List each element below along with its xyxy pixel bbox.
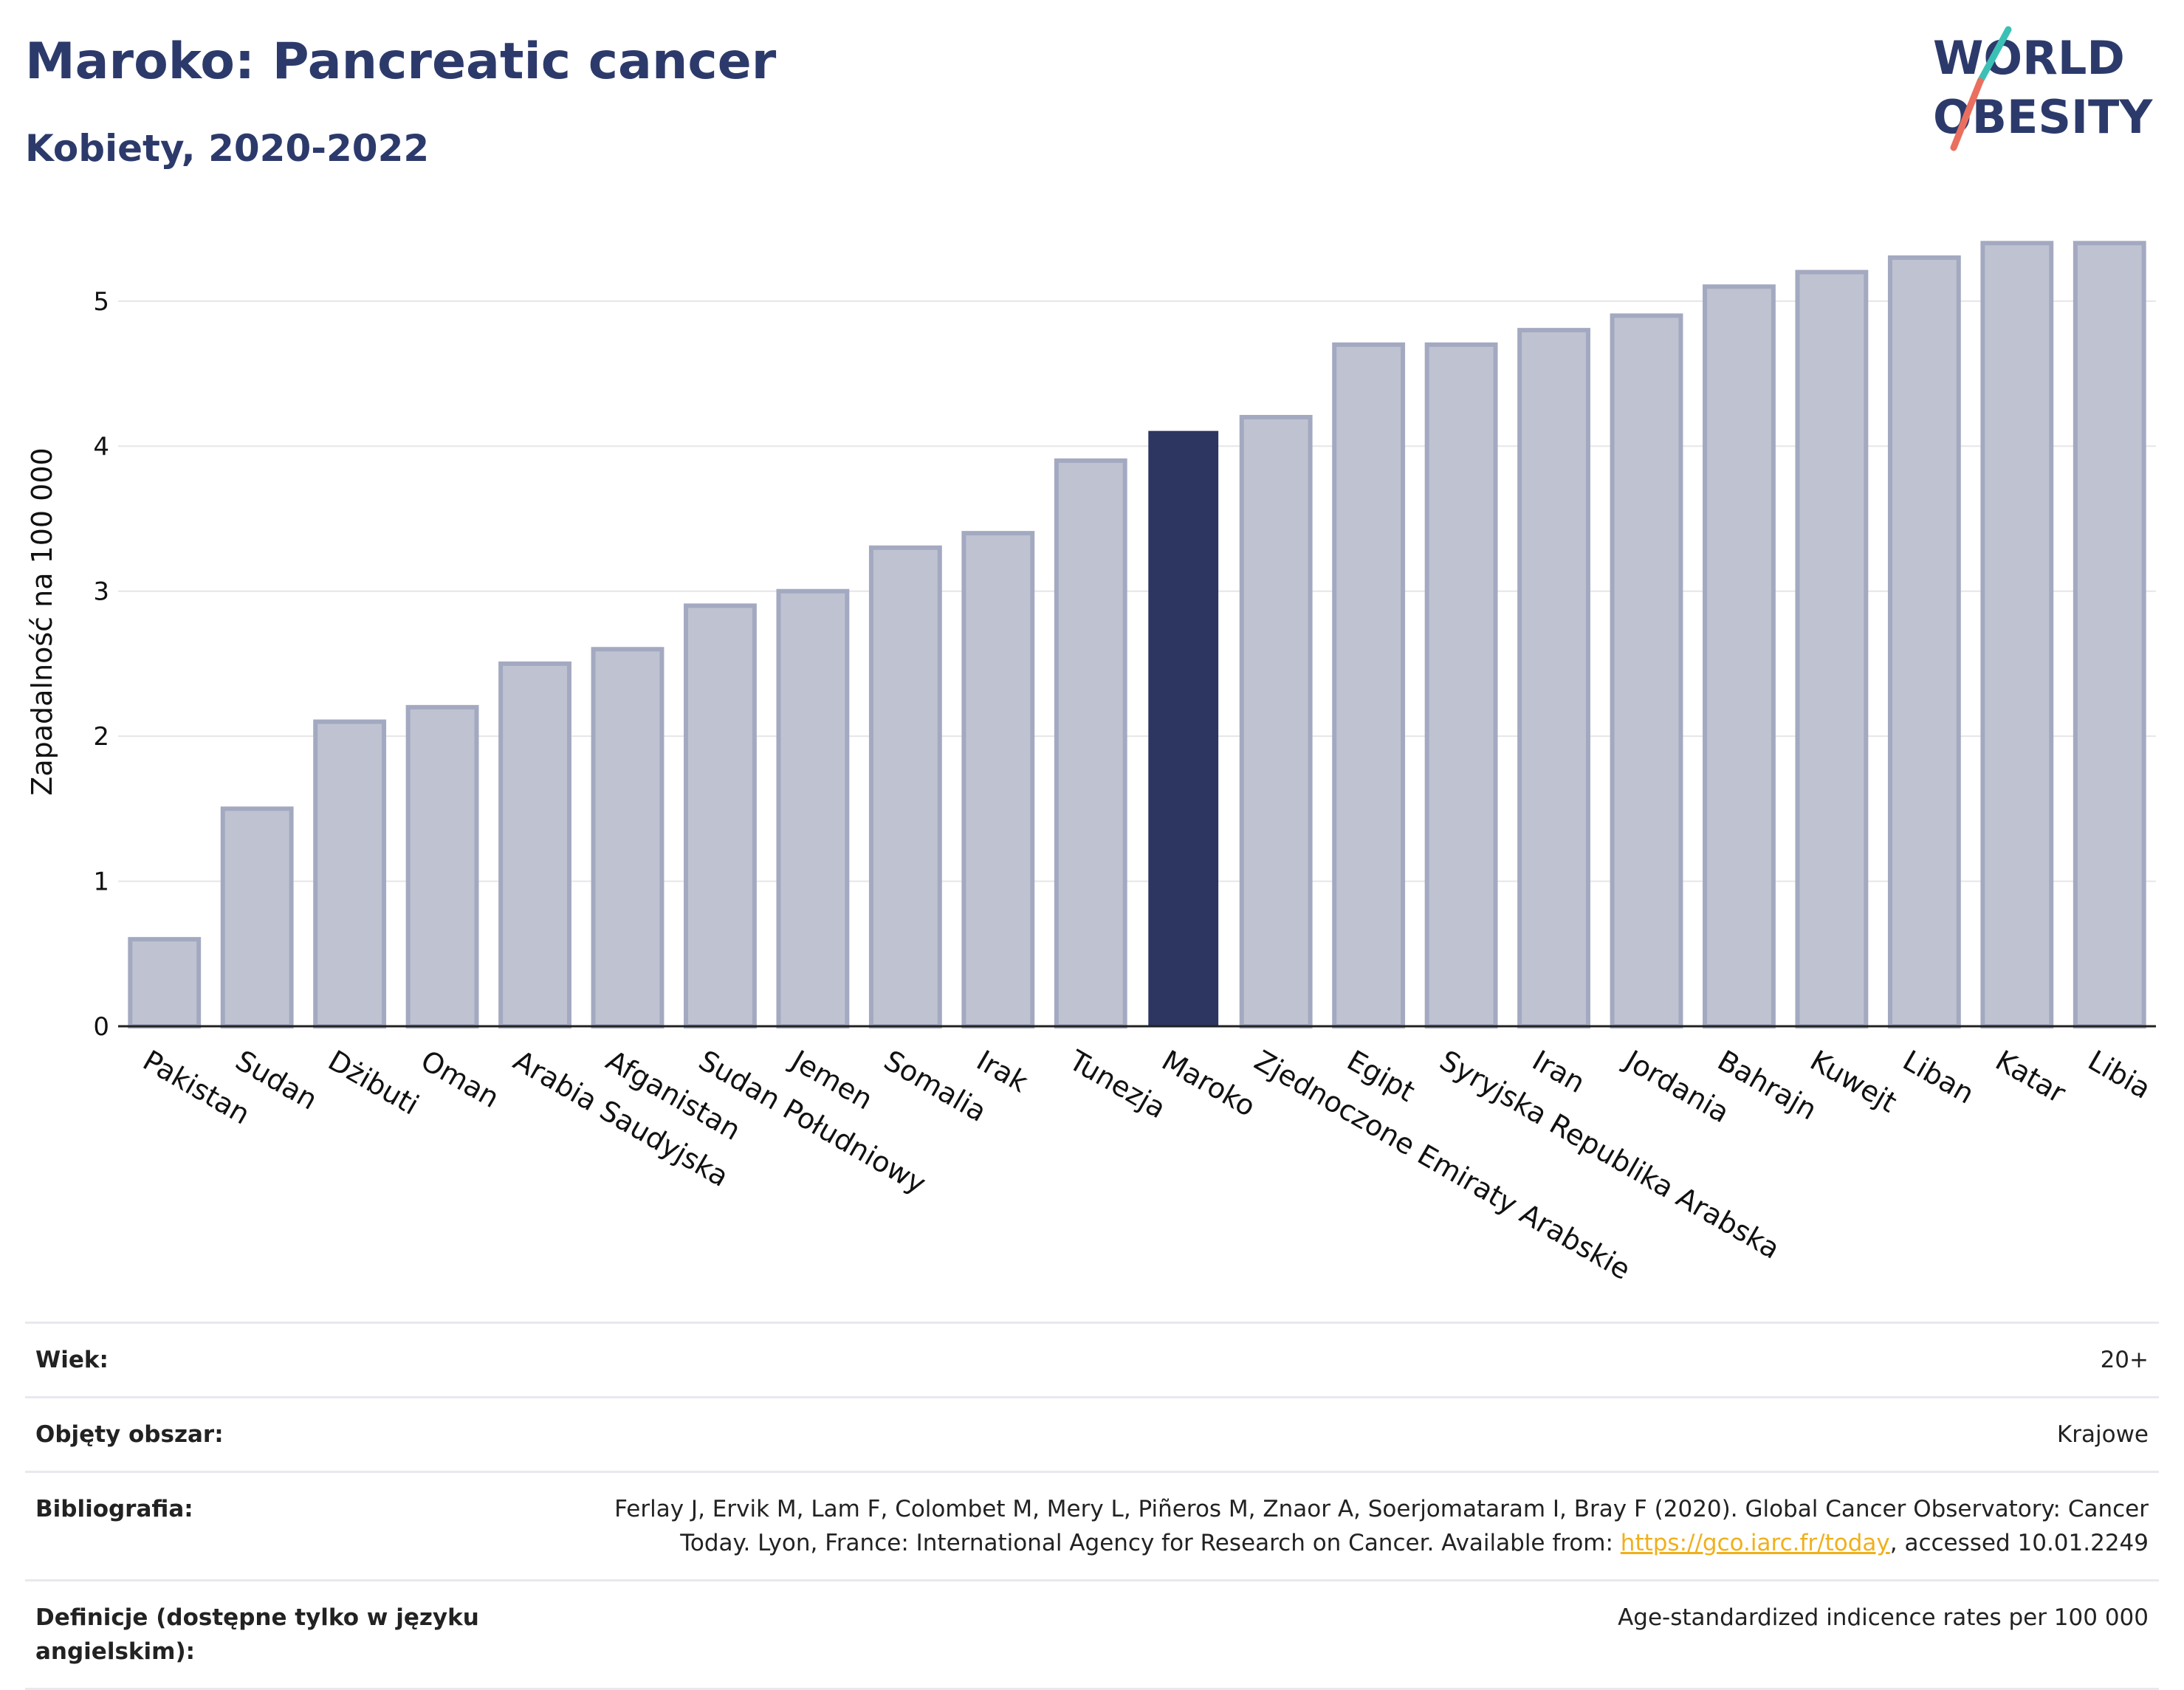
- x-tick-label: Iran: [1527, 1044, 1590, 1099]
- y-tick-label: 0: [93, 1012, 109, 1042]
- x-tick-label: Oman: [416, 1044, 505, 1114]
- info-value: Ferlay J, Ervik M, Lam F, Colombet M, Me…: [504, 1472, 2159, 1581]
- chart-title: Maroko: Pancreatic cancer: [25, 32, 777, 91]
- info-value: Krajowe: [2056, 1421, 2149, 1448]
- bar-libia[interactable]: [2073, 241, 2146, 1028]
- bibliography-line2-post: , accessed 10.01.2249: [1889, 1530, 2149, 1556]
- info-label: Bibliografia:: [35, 1496, 193, 1522]
- y-tick-label: 3: [93, 577, 109, 607]
- bar-tunezja[interactable]: [1054, 458, 1127, 1028]
- x-tick-label: Tunezja: [1063, 1043, 1172, 1124]
- bar-sudan[interactable]: [220, 806, 294, 1029]
- bar-jemen[interactable]: [776, 588, 850, 1028]
- info-row-age: Wiek: 20+: [25, 1322, 2159, 1398]
- bar-dżibuti[interactable]: [313, 719, 387, 1028]
- info-label: Wiek:: [35, 1347, 109, 1373]
- x-tick-label: Pakistan: [137, 1044, 255, 1131]
- y-tick-label: 2: [93, 722, 109, 752]
- y-tick-label: 4: [93, 432, 109, 461]
- bar-jordania[interactable]: [1610, 313, 1683, 1028]
- y-axis-label: Zapadalność na 100 000: [26, 447, 58, 795]
- bibliography-line1: Ferlay J, Ervik M, Lam F, Colombet M, Me…: [614, 1496, 2149, 1522]
- bar-somalia[interactable]: [868, 545, 942, 1028]
- x-tick-label: Liban: [1898, 1044, 1979, 1110]
- bibliography-line2-pre: Today. Lyon, France: International Agenc…: [680, 1530, 1621, 1556]
- info-row-definitions: Definicje (dostępne tylko w języku angie…: [25, 1580, 2159, 1689]
- bar-maroko[interactable]: [1148, 430, 1219, 1027]
- y-tick-label: 1: [93, 868, 109, 897]
- world-obesity-logo: WORLD OBESITY: [1933, 26, 2153, 151]
- chart-subtitle: Kobiety, 2020-2022: [25, 127, 430, 170]
- x-tick-label: Libia: [2083, 1044, 2157, 1105]
- x-tick-label: Kuwejt: [1804, 1044, 1902, 1119]
- x-tick-label: Katar: [1990, 1044, 2071, 1110]
- bar-syryjska-republika-arabska[interactable]: [1424, 342, 1498, 1028]
- bar-liban[interactable]: [1887, 255, 1961, 1028]
- info-value: Age-standardized indicence rates per 100…: [1618, 1604, 2149, 1631]
- info-label: Definicje (dostępne tylko w języku angie…: [35, 1604, 479, 1665]
- x-tick-label: Maroko: [1156, 1044, 1261, 1123]
- bar-sudan-południowy[interactable]: [684, 603, 757, 1028]
- bar-bahrajn[interactable]: [1703, 284, 1776, 1028]
- bar-katar[interactable]: [1980, 241, 2054, 1028]
- logo-slash-teal: [1977, 26, 2012, 85]
- x-tick-label: Bahrajn: [1712, 1044, 1822, 1127]
- logo-line1: WORLD: [1933, 31, 2125, 85]
- bar-kuwejt[interactable]: [1795, 269, 1869, 1029]
- bar-pakistan[interactable]: [128, 937, 202, 1028]
- info-label: Objęty obszar:: [35, 1421, 224, 1448]
- bar-arabia-saudyjska[interactable]: [498, 661, 571, 1029]
- bibliography-link[interactable]: https://gco.iarc.fr/today: [1620, 1530, 1890, 1556]
- info-row-bibliography: Bibliografia: Ferlay J, Ervik M, Lam F, …: [25, 1471, 2159, 1581]
- bar-zjednoczone-emiraty-arabskie[interactable]: [1239, 415, 1313, 1028]
- x-tick-label: Dżibuti: [323, 1044, 425, 1121]
- info-value: 20+: [2100, 1347, 2149, 1373]
- x-tick-label: Somalia: [879, 1044, 992, 1128]
- bar-egipt[interactable]: [1332, 342, 1406, 1028]
- logo-slash-red: [1950, 78, 1984, 151]
- y-tick-label: 5: [93, 287, 109, 317]
- bars: [128, 241, 2146, 1029]
- info-table: Wiek: 20+ Objęty obszar: Krajowe Bibliog…: [25, 1322, 2159, 1690]
- bar-irak[interactable]: [961, 531, 1035, 1028]
- info-row-area: Objęty obszar: Krajowe: [25, 1397, 2159, 1472]
- bar-oman[interactable]: [405, 704, 479, 1028]
- bar-iran[interactable]: [1517, 328, 1590, 1028]
- bar-afganistan[interactable]: [591, 647, 665, 1028]
- x-tick-label: Jordania: [1618, 1043, 1735, 1129]
- x-tick-label: Irak: [971, 1044, 1033, 1099]
